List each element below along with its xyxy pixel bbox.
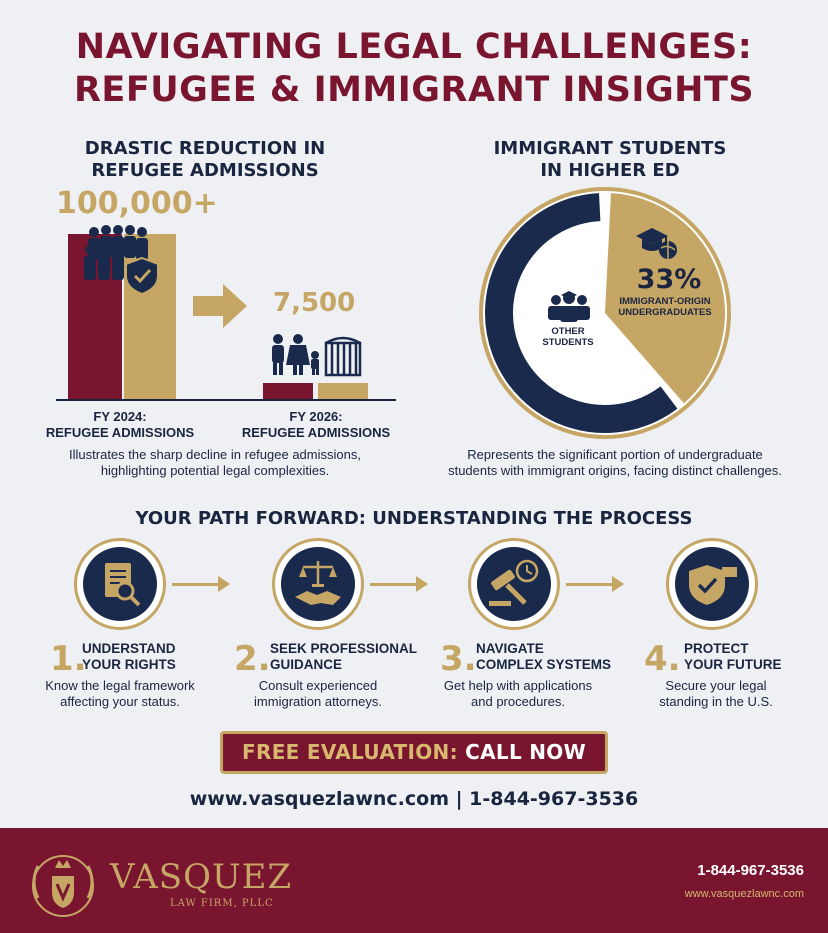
brand-name: VASQUEZ [110,857,293,897]
step-1-description: Know the legal framework affecting your … [45,678,195,709]
step-3-title: NAVIGATE COMPLEX SYSTEMS [476,641,612,672]
step-4-title: PROTECT YOUR FUTURE [684,641,782,672]
step-4-description: Secure your legal standing in the U.S. [659,678,773,709]
step-3-number: 3. [440,639,477,679]
title-line-1: NAVIGATING LEGAL CHALLENGES: [75,27,753,67]
fy2024-value: 100,000+ [56,186,218,221]
gavel-clock-icon [489,559,539,606]
bar-fy2026-gold [318,383,368,399]
step-3-circle [468,538,560,630]
immigrant-origin-label: IMMIGRANT-ORIGIN UNDERGRADUATES [618,296,712,318]
fy2026-value: 7,500 [273,288,356,318]
crowd-shield-icon [84,225,159,296]
step-1-title: UNDERSTAND YOUR RIGHTS [82,641,176,672]
step-arrow-2 [370,576,428,592]
students-heading: IMMIGRANT STUDENTS IN HIGHER ED [493,138,727,181]
right-arrow-icon [193,284,247,328]
pie-slice-immigrant-origin [605,193,725,404]
percent-label: 33% [636,264,702,295]
pie-slice-other-students [485,193,678,433]
step-2-circle [272,538,364,630]
step-2-description: Consult experienced immigration attorney… [254,678,382,709]
free-evaluation-button[interactable]: FREE EVALUATION: CALL NOW [220,731,608,774]
step-arrow-3 [566,576,624,592]
brand-subtitle: LAW FIRM, PLLC [170,898,274,909]
step-1-circle [74,538,166,630]
step-4-number: 4. [644,639,681,679]
step-3-description: Get help with applications and procedure… [443,678,593,709]
firm-crest-logo [32,855,94,917]
step-4-circle [666,538,758,630]
footer-phone[interactable]: 1-844-967-3536 [697,862,804,879]
step-2-number: 2. [234,639,271,679]
step-1-number: 1. [50,639,87,679]
step-arrow-1 [172,576,230,592]
other-students-label: OTHER STUDENTS [542,326,594,348]
document-search-icon [105,563,141,607]
family-gate-icon [272,334,362,377]
contact-line[interactable]: www.vasquezlawnc.com | 1-844-967-3536 [189,788,639,810]
fy2024-label: FY 2024: REFUGEE ADMISSIONS [45,409,195,440]
refugee-heading: DRASTIC REDUCTION IN REFUGEE ADMISSIONS [84,138,326,181]
process-heading: YOUR PATH FORWARD: UNDERSTANDING THE PRO… [135,508,693,529]
graduation-globe-icon [636,228,677,259]
students-description: Represents the significant portion of un… [448,447,782,478]
chart-baseline [56,399,396,401]
step-2-title: SEEK PROFESSIONAL GUIDANCE [270,641,418,672]
page-title: NAVIGATING LEGAL CHALLENGES: REFUGEE & I… [0,26,828,112]
scales-handshake-icon [295,561,341,605]
title-line-2: REFUGEE & IMMIGRANT INSIGHTS [73,70,755,110]
refugee-description: Illustrates the sharp decline in refugee… [69,447,361,478]
footer: VASQUEZ LAW FIRM, PLLC 1-844-967-3536 ww… [0,828,828,933]
footer-url[interactable]: www.vasquezlawnc.com [684,888,804,900]
students-group-icon [548,291,590,322]
fy2026-label: FY 2026: REFUGEE ADMISSIONS [241,409,391,440]
bar-fy2026-maroon [263,383,313,399]
shield-check-icon [689,565,737,605]
